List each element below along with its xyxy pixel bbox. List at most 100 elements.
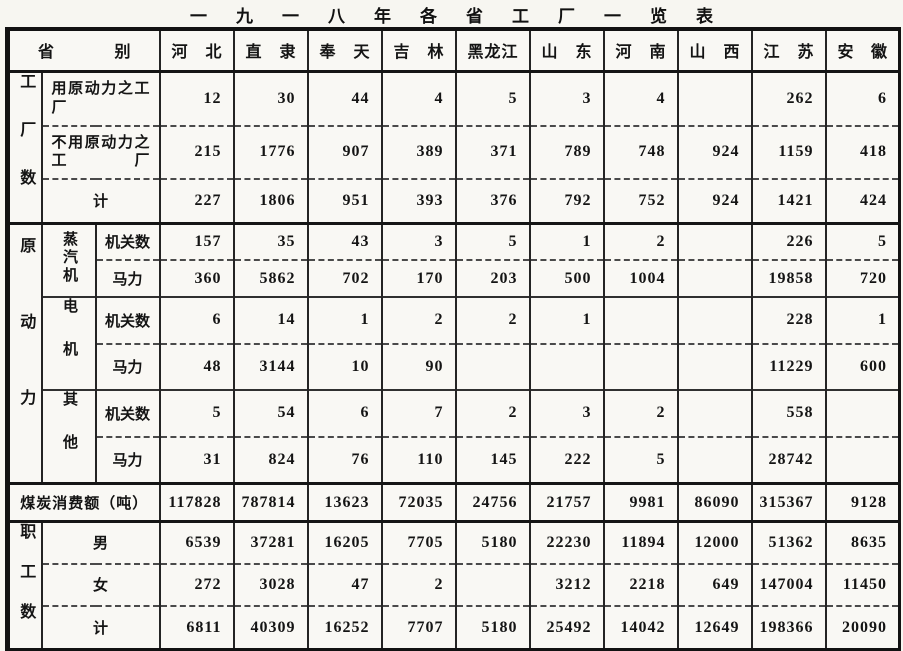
row-label-workers-total: 计 <box>40 605 161 650</box>
province-header: 直隶 <box>232 29 309 71</box>
value-cell: 145 <box>454 435 531 484</box>
value-cell: 110 <box>380 435 457 484</box>
value-cell: 3144 <box>232 342 309 390</box>
province-header: 江苏 <box>750 29 827 71</box>
value-cell: 360 <box>158 259 235 297</box>
value-cell: 720 <box>824 259 901 297</box>
province-header: 奉天 <box>306 29 383 71</box>
value-cell <box>676 296 753 344</box>
row-label-other-horsepower: 马力 <box>94 435 161 484</box>
value-cell: 10 <box>306 342 383 390</box>
value-cell: 76 <box>306 435 383 484</box>
value-cell: 6 <box>158 296 235 344</box>
value-cell: 393 <box>380 178 457 223</box>
table-row: 职工数 男 6539 37281 16205 7705 5180 22230 11894 12… <box>6 519 901 650</box>
value-cell: 35 <box>232 221 309 260</box>
value-cell: 424 <box>824 178 901 223</box>
value-cell: 117828 <box>158 482 235 522</box>
value-cell: 5 <box>602 435 679 484</box>
value-cell <box>454 342 531 390</box>
value-cell: 500 <box>528 259 605 297</box>
table-row: 马力 360 5862 702 170 203 500 1004 19858 720 <box>8 259 901 297</box>
value-cell: 371 <box>454 124 531 180</box>
group-label-power: 原动力 <box>6 221 43 484</box>
value-cell: 752 <box>602 178 679 223</box>
province-header: 黑龙江 <box>454 29 531 71</box>
value-cell: 3028 <box>232 562 309 607</box>
value-cell: 418 <box>824 124 901 180</box>
province-header: 吉林 <box>380 29 457 71</box>
row-label-steam: 蒸汽机 <box>40 221 97 297</box>
value-cell: 147004 <box>750 562 827 607</box>
value-cell: 11229 <box>750 342 827 390</box>
value-cell: 14 <box>232 296 309 344</box>
province-header: 河南 <box>602 29 679 71</box>
value-cell: 649 <box>676 562 753 607</box>
value-cell: 787814 <box>232 482 309 522</box>
value-cell: 157 <box>158 221 235 260</box>
value-cell: 2 <box>380 562 457 607</box>
value-cell: 198366 <box>750 605 827 650</box>
value-cell: 924 <box>676 178 753 223</box>
value-cell: 25492 <box>528 605 605 650</box>
row-label-female: 女 <box>40 562 161 607</box>
row-label-other-engines: 机关数 <box>94 389 161 437</box>
value-cell: 28742 <box>750 435 827 484</box>
value-cell: 44 <box>306 69 383 126</box>
value-cell: 1806 <box>232 178 309 223</box>
value-cell: 14042 <box>602 605 679 650</box>
value-cell: 4 <box>602 69 679 126</box>
value-cell: 11894 <box>602 519 679 564</box>
value-cell: 16205 <box>306 519 383 564</box>
value-cell: 203 <box>454 259 531 297</box>
value-cell: 227 <box>158 178 235 223</box>
value-cell: 824 <box>232 435 309 484</box>
value-cell: 11450 <box>824 562 901 607</box>
value-cell: 16252 <box>306 605 383 650</box>
table-row: 其他 机关数 5 54 6 7 2 3 2 558 <box>8 389 901 484</box>
value-cell: 31 <box>158 435 235 484</box>
value-cell: 1776 <box>232 124 309 180</box>
value-cell <box>602 342 679 390</box>
value-cell: 748 <box>602 124 679 180</box>
value-cell: 5 <box>824 221 901 260</box>
value-cell: 47 <box>306 562 383 607</box>
value-cell <box>676 221 753 260</box>
value-cell: 1 <box>528 221 605 260</box>
value-cell <box>528 342 605 390</box>
value-cell: 9981 <box>602 482 679 522</box>
corner-header: 省别 <box>6 29 161 71</box>
value-cell: 2 <box>602 221 679 260</box>
value-cell: 6 <box>306 389 383 437</box>
value-cell: 558 <box>750 389 827 437</box>
value-cell: 702 <box>306 259 383 297</box>
value-cell: 48 <box>158 342 235 390</box>
value-cell: 3 <box>380 221 457 260</box>
value-cell: 7 <box>380 389 457 437</box>
value-cell <box>676 435 753 484</box>
row-label-steam-engines: 机关数 <box>94 221 161 260</box>
value-cell: 4 <box>380 69 457 126</box>
value-cell: 789 <box>528 124 605 180</box>
factory-survey-table: 省别 河北 直隶 奉天 吉林 黑龙江 山东 河南 山西 江苏 安徽 工厂数 用原动力之工厂 12 3… <box>5 27 902 651</box>
value-cell: 5180 <box>454 605 531 650</box>
row-label-other: 其他 <box>40 389 97 484</box>
value-cell: 389 <box>380 124 457 180</box>
row-label-male: 男 <box>40 519 161 564</box>
value-cell: 1004 <box>602 259 679 297</box>
value-cell: 7705 <box>380 519 457 564</box>
value-cell <box>676 389 753 437</box>
value-cell: 226 <box>750 221 827 260</box>
value-cell: 3 <box>528 389 605 437</box>
value-cell: 5 <box>158 389 235 437</box>
value-cell: 12000 <box>676 519 753 564</box>
value-cell: 9128 <box>824 482 901 522</box>
value-cell: 222 <box>528 435 605 484</box>
province-header: 山东 <box>528 29 605 71</box>
value-cell: 54 <box>232 389 309 437</box>
value-cell: 86090 <box>676 482 753 522</box>
value-cell: 3 <box>528 69 605 126</box>
value-cell: 1 <box>528 296 605 344</box>
value-cell: 13623 <box>306 482 383 522</box>
value-cell: 19858 <box>750 259 827 297</box>
